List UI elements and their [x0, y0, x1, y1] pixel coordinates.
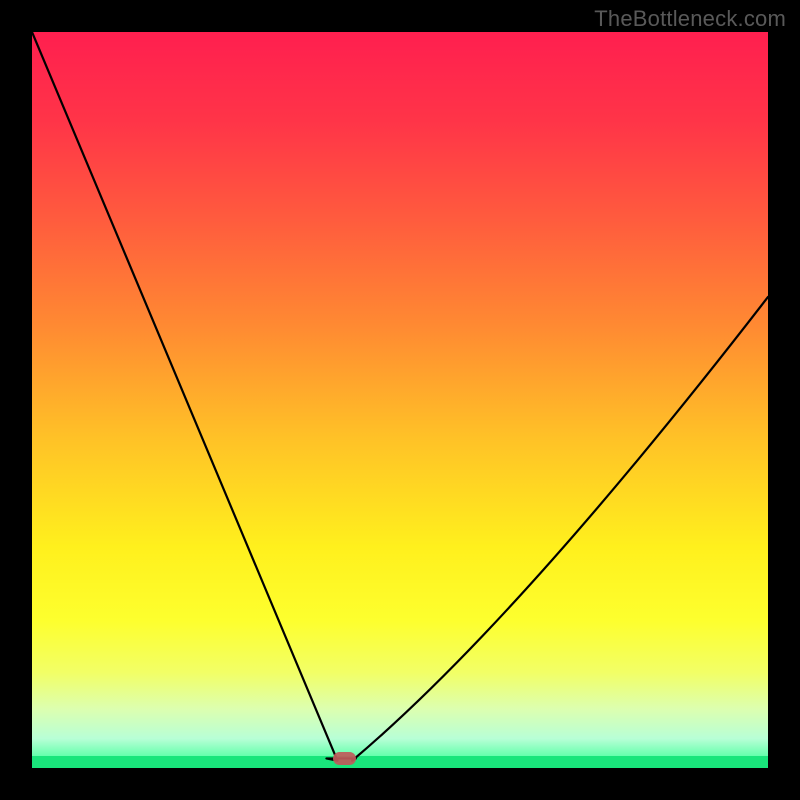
plot-area — [32, 32, 768, 768]
bottleneck-curve — [32, 32, 768, 768]
chart-frame: TheBottleneck.com — [0, 0, 800, 800]
optimal-marker — [333, 752, 356, 765]
watermark-text: TheBottleneck.com — [594, 6, 786, 32]
